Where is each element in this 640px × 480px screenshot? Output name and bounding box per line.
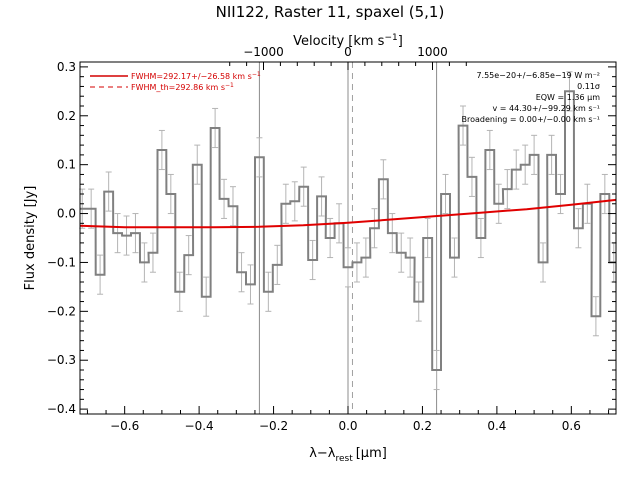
legend-label-fwhm: FWHM=292.17+/−26.58 km s−1 [131,71,261,81]
annotation-broadening: Broadening = 0.00+/−0.00 km s⁻¹ [462,115,600,124]
annotation-eqw: EQW = 1.36 μm [536,93,600,102]
x-axis-label: λ−λrest [μm] [309,446,387,464]
plot-layer: −0.6 −0.4 −0.2 0.0 0.2 0.4 0.6 −0.4 −0.3 −0.2 −0.1… [47,45,617,433]
x-tick-label: 0.4 [487,419,506,433]
legend: FWHM=292.17+/−26.58 km s−1 FWHM_th=292.8… [90,71,261,92]
x-tick-label: −0.4 [185,419,214,433]
top-tick-label: 0 [344,45,352,59]
top-tick-label: −1000 [243,45,284,59]
top-axis-label: Velocity [km s−1] [293,33,403,49]
y-tick-label: −0.4 [47,402,76,416]
y-tick-label: 0.1 [57,158,76,172]
x-tick-label: 0.2 [413,419,432,433]
y-axis-label: Flux density [Jy] [23,186,38,291]
x-tick-label: 0.6 [562,419,581,433]
x-tick-label: 0.0 [338,419,357,433]
y-tick-label: 0.3 [57,60,76,74]
annotation-velocity: v = 44.30+/−99.29 km s⁻¹ [492,104,600,113]
chart-title: NII122, Raster 11, spaxel (5,1) [216,3,445,21]
annotation-sigma: 0.11σ [577,82,600,91]
y-tick-label: −0.1 [47,255,76,269]
annotation-block: 7.55e−20+/−6.85e−19 W m⁻² 0.11σ EQW = 1.… [462,71,601,124]
x-tick-label: −0.6 [110,419,139,433]
legend-label-fwhm-th: FWHM_th=292.86 km s−1 [131,82,234,92]
top-tick-label: 1000 [417,45,448,59]
annotation-flux: 7.55e−20+/−6.85e−19 W m⁻² [476,71,600,80]
y-tick-label: −0.3 [47,353,76,367]
y-tick-label: 0.2 [57,109,76,123]
x-tick-label: −0.2 [259,419,288,433]
y-tick-label: −0.2 [47,304,76,318]
spectrum-step-line [80,90,616,371]
fit-curve [79,198,617,229]
y-tick-label: 0.0 [57,207,76,221]
